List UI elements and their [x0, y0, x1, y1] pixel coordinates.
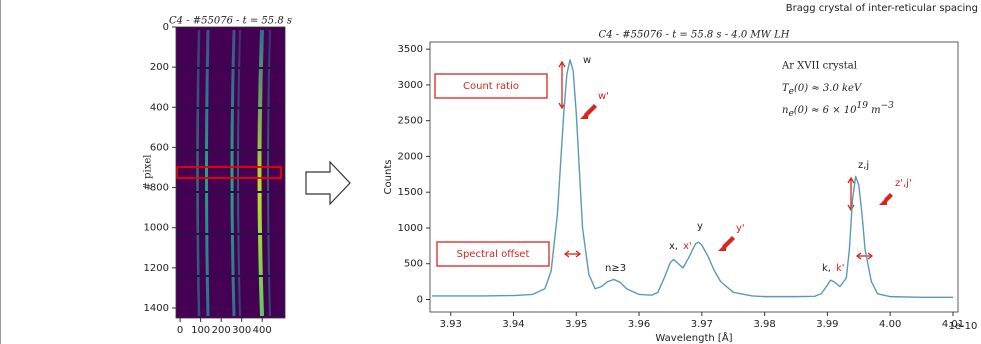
- x-tick-label: 100: [191, 325, 210, 336]
- chart-title: C4 - #55076 - t = 55.8 s - 4.0 MW LH: [599, 30, 790, 41]
- x-tick-label: 0: [177, 325, 183, 336]
- y-tick-label: 1200: [144, 263, 169, 274]
- y-tick-label: 2000: [398, 151, 423, 162]
- flow-arrow: [305, 160, 351, 206]
- x-tick-label: 3.95: [565, 319, 587, 330]
- y-tick-label: 1000: [144, 223, 169, 234]
- x-tick-label: 200: [212, 325, 231, 336]
- y-axis-label: Counts: [383, 160, 394, 195]
- spectrum-line: [431, 59, 953, 299]
- x-scale-label: 1e-10: [949, 321, 978, 332]
- annotation: x': [683, 241, 692, 252]
- annotation: Ar XVII crystal: [781, 61, 857, 72]
- plot-frame: [175, 26, 286, 319]
- y-tick-label: 500: [404, 259, 423, 270]
- y-tick-label: 0: [417, 294, 423, 305]
- y-tick-label: 3500: [398, 44, 423, 55]
- y-tick-label: 800: [150, 183, 169, 194]
- annotation: x,: [669, 241, 678, 252]
- annotation: Count ratio: [463, 81, 519, 92]
- pointer-arrows: [580, 104, 893, 251]
- y-tick-label: 3000: [398, 80, 423, 91]
- annotation: k': [836, 263, 845, 274]
- annotation: w: [583, 55, 591, 66]
- annotation: y': [736, 223, 745, 234]
- y-tick-label: 400: [150, 102, 169, 113]
- x-tick-label: 3.93: [440, 319, 462, 330]
- annotation: Spectral offset: [457, 249, 530, 260]
- y-tick-label: 200: [150, 62, 169, 73]
- annotation: z,j: [858, 160, 869, 171]
- chart-title: C4 - #55076 - t = 55.8 s: [169, 16, 292, 27]
- x-tick-label: 3.99: [816, 319, 838, 330]
- annotation: w': [598, 91, 609, 102]
- y-tick-label: 1400: [144, 303, 169, 314]
- te-label: Te(0) ≈ 3.0 keV: [782, 83, 863, 97]
- annotation: y: [697, 221, 703, 232]
- y-tick-label: 0: [163, 22, 169, 33]
- x-axis-label: Wavelength [Å]: [655, 331, 732, 344]
- plot-frame: [429, 41, 959, 313]
- y-tick-label: 600: [150, 142, 169, 153]
- y-tick-label: 1500: [398, 187, 423, 198]
- y-tick-label: 1000: [398, 223, 423, 234]
- x-tick-label: 3.94: [502, 319, 524, 330]
- detector-image: [176, 27, 285, 318]
- x-tick-label: 300: [232, 325, 251, 336]
- annotation: n≥3: [605, 263, 626, 274]
- x-tick-label: 3.96: [628, 319, 650, 330]
- y-tick-label: 2500: [398, 116, 423, 127]
- x-tick-label: 4.01: [942, 319, 964, 330]
- ne-label: ne(0) ≈ 6 × 1019 m−3: [782, 101, 894, 119]
- header-text: Bragg crystal of inter-reticular spacing: [786, 3, 978, 14]
- annotation: k,: [822, 263, 831, 274]
- x-tick-label: 4.00: [879, 319, 901, 330]
- annotation: z',j': [895, 178, 912, 189]
- y-axis-label: # pixel: [143, 155, 154, 191]
- x-tick-label: 3.97: [691, 319, 713, 330]
- annotation-shapes: [434, 60, 874, 267]
- x-tick-label: 3.98: [753, 319, 775, 330]
- x-tick-label: 400: [253, 325, 272, 336]
